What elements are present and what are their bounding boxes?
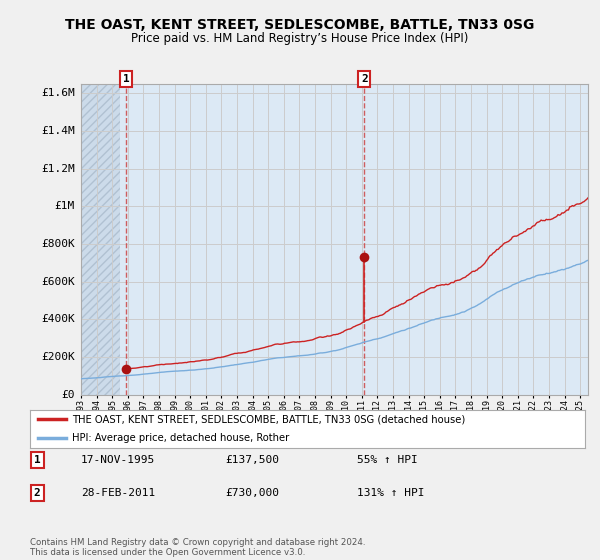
Text: Price paid vs. HM Land Registry’s House Price Index (HPI): Price paid vs. HM Land Registry’s House … — [131, 32, 469, 45]
Text: £1.2M: £1.2M — [41, 164, 75, 174]
Text: £800K: £800K — [41, 239, 75, 249]
Text: 131% ↑ HPI: 131% ↑ HPI — [357, 488, 425, 498]
Text: 2: 2 — [34, 488, 41, 498]
Text: £137,500: £137,500 — [225, 455, 279, 465]
Text: 17-NOV-1995: 17-NOV-1995 — [81, 455, 155, 465]
Bar — [81, 84, 120, 395]
Text: £200K: £200K — [41, 352, 75, 362]
Text: 2: 2 — [361, 74, 368, 84]
Text: Contains HM Land Registry data © Crown copyright and database right 2024.
This d: Contains HM Land Registry data © Crown c… — [30, 538, 365, 557]
Text: £730,000: £730,000 — [225, 488, 279, 498]
Text: £600K: £600K — [41, 277, 75, 287]
Text: 28-FEB-2011: 28-FEB-2011 — [81, 488, 155, 498]
Text: £1.4M: £1.4M — [41, 126, 75, 136]
Text: £0: £0 — [61, 390, 75, 400]
Text: 55% ↑ HPI: 55% ↑ HPI — [357, 455, 418, 465]
Text: £400K: £400K — [41, 315, 75, 324]
Text: THE OAST, KENT STREET, SEDLESCOMBE, BATTLE, TN33 0SG (detached house): THE OAST, KENT STREET, SEDLESCOMBE, BATT… — [71, 414, 465, 424]
Text: 1: 1 — [122, 74, 130, 84]
Text: £1M: £1M — [55, 202, 75, 212]
Text: 1: 1 — [34, 455, 41, 465]
Text: HPI: Average price, detached house, Rother: HPI: Average price, detached house, Roth… — [71, 433, 289, 444]
Text: £1.6M: £1.6M — [41, 88, 75, 99]
Text: THE OAST, KENT STREET, SEDLESCOMBE, BATTLE, TN33 0SG: THE OAST, KENT STREET, SEDLESCOMBE, BATT… — [65, 18, 535, 32]
